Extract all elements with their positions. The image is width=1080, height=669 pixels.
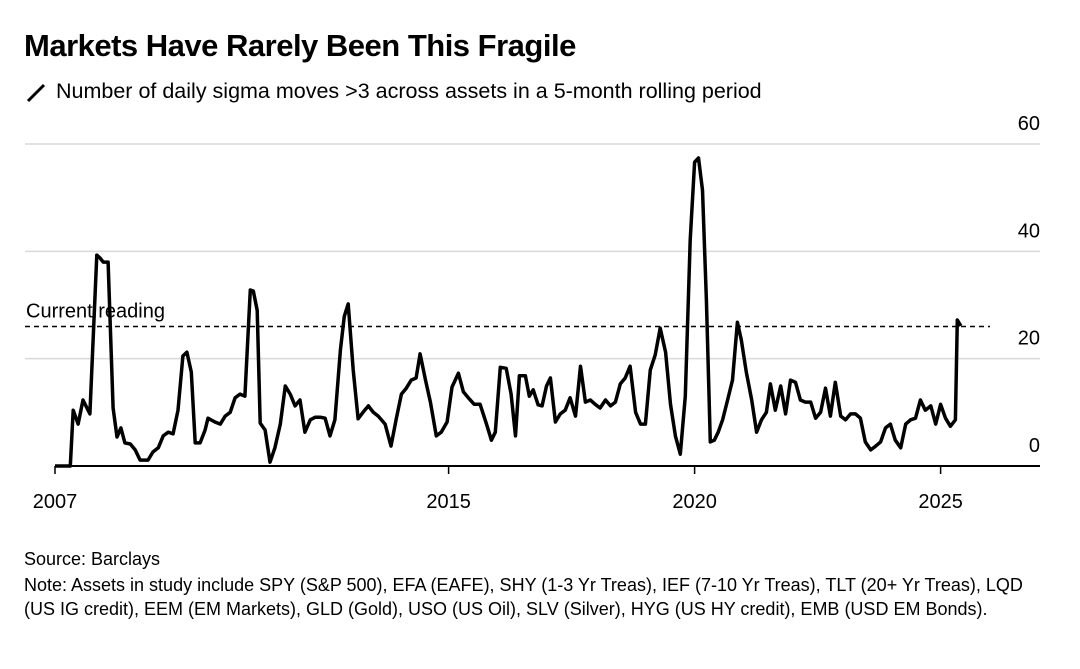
chart-title: Markets Have Rarely Been This Fragile [24,28,576,63]
x-tick-label: 2025 [918,491,963,513]
y-tick-label: 40 [1018,220,1040,242]
source: Source: Barclays [24,549,161,569]
x-tick-label: 2015 [426,491,471,513]
x-tick-label: 2020 [672,491,717,513]
note: Note: Assets in study include SPY (S&P 5… [24,575,1023,619]
chart-subtitle: Number of daily sigma moves >3 across as… [56,79,762,103]
data-line [55,156,963,468]
subtitle-icon [26,83,46,103]
y-tick-label: 20 [1018,328,1040,350]
y-tick-label: 0 [1029,435,1040,457]
x-tick-label: 2007 [33,491,78,513]
y-tick-label: 60 [1018,113,1040,135]
